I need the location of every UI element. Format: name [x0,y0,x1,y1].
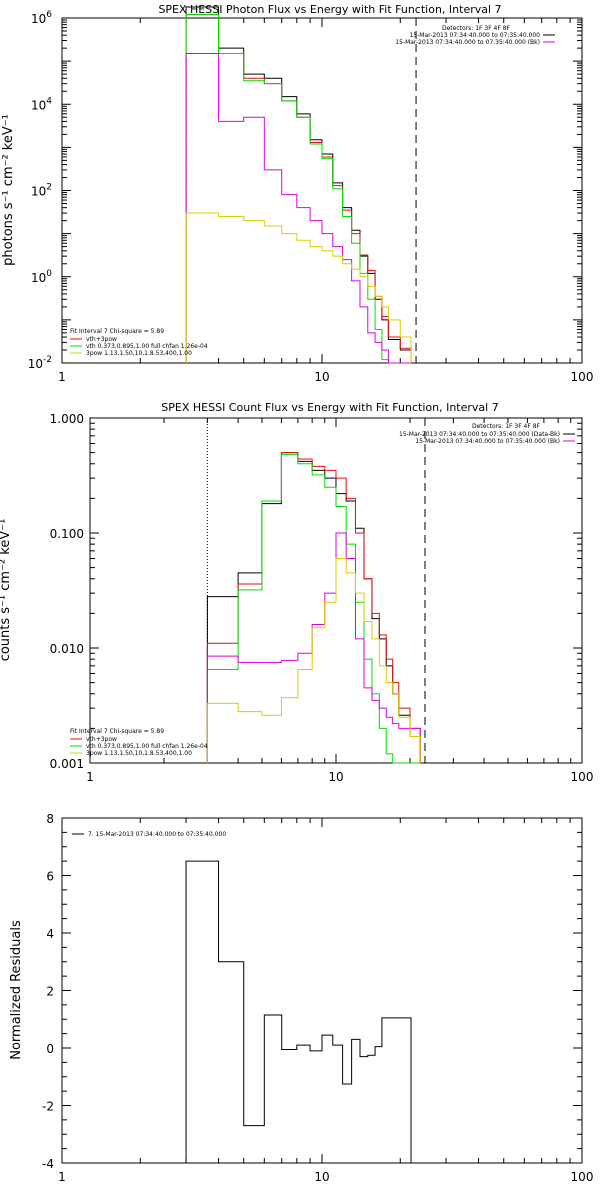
y-tick-label: 0.001 [50,757,84,771]
legend-entry: 15-Mar-2013 07:34:40.000 to 07:35:40.000 [409,32,540,39]
x-tick-label: 10 [314,370,329,384]
legend-entry: 3pow 1.13,1.50,10,1.8.53,400,1.00 [86,350,192,357]
legend-entry: vth+3pow [86,736,117,743]
fit-label: Fit Interval 7 Chi-square = 5.89 [70,728,164,735]
x-ticks: 1 10 100 [86,418,593,784]
series-line [185,14,412,364]
legend-fit: Fit Interval 7 Chi-square = 5.89 vth+3po… [70,728,208,757]
series-line [206,454,421,764]
y-tick-label: 102 [31,183,52,199]
y-axis-label: Normalized Residuals [9,920,24,1060]
detectors-label: Detectors: 1F 3F 4F 8F [442,25,511,32]
legend-top-right: 15-Mar-2013 07:34:40.000 to 07:35:40.000… [399,431,575,445]
legend-entry: 15-Mar-2013 07:34:40.000 to 07:35:40.000… [399,431,560,438]
legend-entry: 7. 15-Mar-2013 07:34:40.000 to 07:35:40.… [88,831,226,838]
x-ticks: 1 10 100 [58,18,593,384]
y-ticks: 1.000 0.100 0.010 0.001 [50,412,582,771]
residuals-panel: Normalized Residuals 1 10 100 8 6 4 2 0 -2 -4 7.… [9,812,593,1184]
y-tick-label: 106 [31,10,52,26]
legend-entry: 15-Mar-2013 07:34:40.000 to 07:35:40.000… [415,438,560,445]
legend-entry: vth 0.373,0.895,1.00 full chfan 1.26e-04 [86,343,208,350]
series-line [185,860,412,1163]
legend-entry: vth 0.373,0.895,1.00 full chfan 1.26e-04 [86,743,208,750]
legend-top-right: 15-Mar-2013 07:34:40.000 to 07:35:40.000… [395,32,555,46]
legend-entry: 15-Mar-2013 07:34:40.000 to 07:35:40.000… [395,39,540,46]
plot-frame [61,817,583,1164]
x-tick-label: 10 [328,770,343,784]
x-ticks: 1 10 100 [58,818,593,1184]
y-tick-label: 104 [31,96,52,112]
fit-label: Fit Interval 7 Chi-square = 5.89 [70,328,164,335]
series-line [206,452,421,763]
photon-flux-panel: SPEX HESSI Photon Flux vs Energy with Fi… [1,3,593,384]
y-tick-label: 100 [31,269,52,285]
x-tick-label: 100 [571,370,594,384]
y-tick-label: 2 [46,985,54,999]
series-group [206,452,421,764]
series-group [185,860,412,1163]
x-tick-label: 100 [571,770,594,784]
y-tick-label: 8 [46,812,54,826]
detectors-label: Detectors: 1F 3F 4F 8F [472,423,541,430]
chart-title: SPEX HESSI Count Flux vs Energy with Fit… [161,401,498,414]
y-tick-label: -4 [42,1157,54,1171]
x-tick-label: 10 [314,1170,329,1184]
series-group [185,6,412,364]
y-tick-label: 0.010 [50,642,84,656]
series-line [185,6,412,363]
y-tick-label: 10-2 [28,355,52,371]
plot-frame [61,17,583,364]
y-tick-label: 4 [46,927,54,941]
series-line [185,212,412,363]
y-tick-label: 1.000 [50,412,84,426]
x-tick-label: 1 [58,370,66,384]
series-line [206,558,421,763]
legend-entry: 3pow 1.13,1.50,10,1.8.53,400,1.00 [86,750,192,757]
count-flux-panel: SPEX HESSI Count Flux vs Energy with Fit… [0,401,593,784]
y-ticks: 10-2 100 102 104 106 [28,10,582,371]
y-axis-label: counts s⁻¹ cm⁻² keV⁻¹ [0,519,13,662]
y-tick-label: 0 [46,1042,54,1056]
x-tick-label: 1 [86,770,94,784]
x-tick-label: 100 [571,1170,594,1184]
legend: 7. 15-Mar-2013 07:34:40.000 to 07:35:40.… [72,831,226,838]
series-line [206,532,421,763]
y-tick-label: 0.100 [50,527,84,541]
y-tick-label: -2 [42,1100,54,1114]
y-tick-label: 6 [46,870,54,884]
y-axis-label: photons s⁻¹ cm⁻² keV⁻¹ [1,114,16,266]
legend-entry: vth+3pow [86,336,117,343]
series-line [185,53,412,364]
chart-title: SPEX HESSI Photon Flux vs Energy with Fi… [158,3,501,16]
x-tick-label: 1 [58,1170,66,1184]
legend-fit: Fit Interval 7 Chi-square = 5.89 vth+3po… [70,328,208,357]
series-line [185,14,412,363]
series-line [206,452,421,763]
energy-range-markers [206,418,426,763]
y-ticks: 8 6 4 2 0 -2 -4 [42,812,582,1171]
